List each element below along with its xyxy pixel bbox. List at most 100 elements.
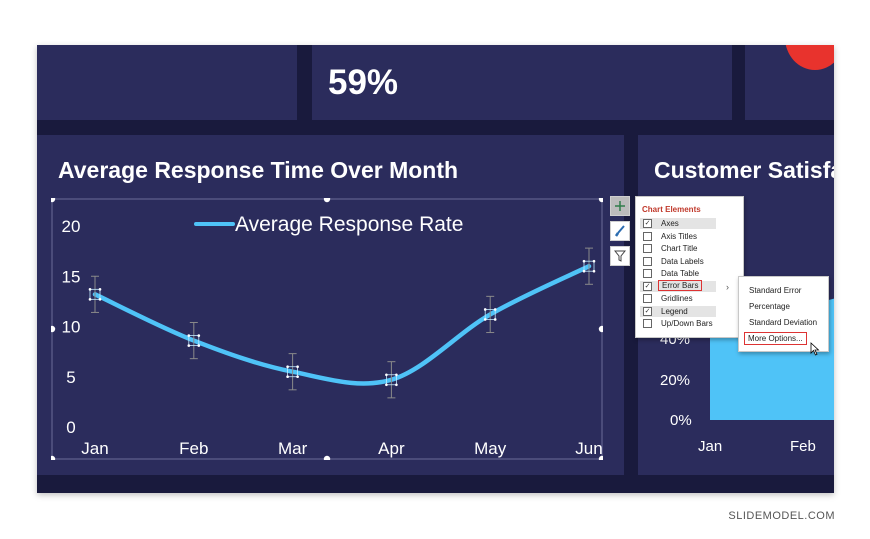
legend-label: Average Response Rate	[235, 213, 463, 236]
y-tick-label: 20	[62, 217, 81, 236]
data-point-marker	[583, 260, 595, 272]
data-point-handle	[493, 308, 497, 311]
y-tick-label: 10	[62, 318, 81, 337]
response-time-panel: Average Response Time Over Month 0 5 10 15 2…	[37, 135, 624, 475]
selection-handle	[51, 198, 56, 203]
month-label: Feb	[790, 438, 816, 455]
menu-item-data-labels[interactable]: Data Labels	[640, 256, 716, 267]
y-tick-label: 15	[62, 267, 81, 286]
menu-item-error-bars[interactable]: ✓ Error Bars	[640, 279, 716, 292]
data-point-handle	[296, 365, 299, 369]
x-tick-label: Jan	[81, 439, 108, 458]
data-point-marker	[484, 309, 496, 320]
slide: 59% Average Response Time Over Month 0 5 1…	[37, 45, 834, 493]
data-point-handle	[385, 383, 388, 387]
tick-label: 0%	[670, 412, 692, 429]
submenu-arrow-icon: ›	[726, 282, 729, 292]
menu-item-gridlines[interactable]: Gridlines	[640, 293, 716, 304]
filter-icon	[614, 250, 626, 262]
line-chart[interactable]: 0 5 10 15 20 Jan Feb Mar Apr May Jun Average Respon…	[51, 198, 603, 460]
menu-item-label: Up/Down Bars	[661, 319, 713, 328]
data-point-marker	[385, 374, 397, 386]
data-point-handle	[592, 269, 596, 273]
selection-handle	[51, 325, 56, 333]
y-tick-label: 0	[66, 418, 75, 437]
data-point-handle	[582, 269, 586, 273]
y-tick-label: 5	[66, 368, 75, 387]
chart-elements-button[interactable]	[610, 196, 630, 216]
checkbox[interactable]	[643, 269, 652, 278]
series-line	[92, 263, 592, 386]
menu-item-axes[interactable]: ✓ Axes	[640, 218, 716, 229]
panel-title: Average Response Time Over Month	[58, 157, 459, 183]
brush-icon	[614, 225, 625, 237]
data-point-marker	[89, 288, 101, 300]
red-circle-shape	[785, 45, 834, 70]
plus-icon	[615, 201, 625, 211]
menu-item-axis-titles[interactable]: Axis Titles	[640, 231, 716, 242]
error-bars-submenu: Standard Error Percentage Standard Devia…	[738, 276, 829, 352]
data-point-handle	[286, 375, 289, 379]
selection-handle	[323, 455, 331, 460]
selection-handle	[598, 198, 603, 203]
menu-item-up-down-bars[interactable]: Up/Down Bars	[640, 318, 716, 329]
submenu-item-standard-error[interactable]: Standard Error	[749, 286, 802, 295]
tick-label: 20%	[660, 372, 690, 389]
checkbox-checked[interactable]: ✓	[643, 219, 652, 228]
checkbox[interactable]	[643, 294, 652, 303]
menu-item-label: Axes	[661, 219, 679, 228]
menu-item-label: Data Labels	[661, 256, 704, 266]
data-point-handle	[286, 365, 289, 369]
credit-text: SLIDEMODEL.COM	[728, 510, 835, 522]
submenu-item-standard-deviation[interactable]: Standard Deviation	[749, 318, 818, 327]
menu-item-chart-title[interactable]: Chart Title	[640, 243, 716, 254]
chart-elements-menu: Chart Elements ✓ Axes Axis Titles Chart …	[635, 196, 744, 338]
data-point-handle	[493, 318, 497, 321]
checkbox[interactable]	[643, 244, 652, 253]
chart-selection-frame	[51, 198, 603, 460]
data-point-handle	[582, 259, 586, 263]
data-point-handle	[592, 259, 596, 263]
submenu-item-more-options[interactable]: More Options...	[744, 332, 807, 345]
data-point-handle	[187, 334, 191, 337]
data-point-handle	[385, 373, 388, 377]
selection-handle	[51, 455, 56, 460]
checkbox[interactable]	[643, 231, 652, 241]
chart-filters-button[interactable]	[610, 246, 630, 266]
checkbox[interactable]	[643, 256, 652, 266]
data-point-handle	[88, 298, 92, 301]
panel-title: Customer Satisfa	[654, 157, 834, 183]
checkbox[interactable]	[643, 319, 652, 328]
mouse-cursor-icon	[810, 342, 820, 356]
menu-item-label: Error Bars	[658, 279, 703, 291]
kpi-tile-left	[37, 45, 297, 120]
data-point-handle	[197, 344, 201, 347]
menu-title: Chart Elements	[642, 205, 701, 214]
data-point-marker	[188, 335, 200, 346]
kpi-tile-right	[745, 45, 834, 120]
menu-item-label: Data Table	[661, 269, 700, 278]
selection-handle	[598, 455, 603, 460]
checkbox-checked[interactable]: ✓	[643, 306, 652, 316]
submenu-item-percentage[interactable]: Percentage	[749, 302, 790, 311]
data-point-handle	[187, 344, 191, 347]
data-point-handle	[395, 383, 398, 387]
menu-item-legend[interactable]: ✓ Legend	[640, 305, 716, 317]
data-point-handle	[98, 288, 102, 291]
data-point-handle	[483, 318, 487, 321]
checkbox-checked[interactable]: ✓	[643, 281, 652, 291]
data-point-handle	[88, 288, 92, 291]
menu-item-label: Chart Title	[661, 244, 698, 253]
menu-item-label: Gridlines	[661, 294, 693, 303]
x-tick-label: May	[474, 439, 507, 458]
selection-handle	[598, 325, 603, 333]
chart-styles-button[interactable]	[610, 221, 630, 241]
menu-item-data-table[interactable]: Data Table	[640, 268, 716, 279]
x-tick-label: Mar	[278, 439, 308, 458]
data-point-handle	[197, 334, 201, 337]
data-point-handle	[395, 373, 398, 377]
month-label: Jan	[698, 438, 722, 455]
x-tick-label: Apr	[378, 439, 405, 458]
x-tick-label: Jun	[575, 439, 602, 458]
data-point-marker	[287, 366, 299, 378]
